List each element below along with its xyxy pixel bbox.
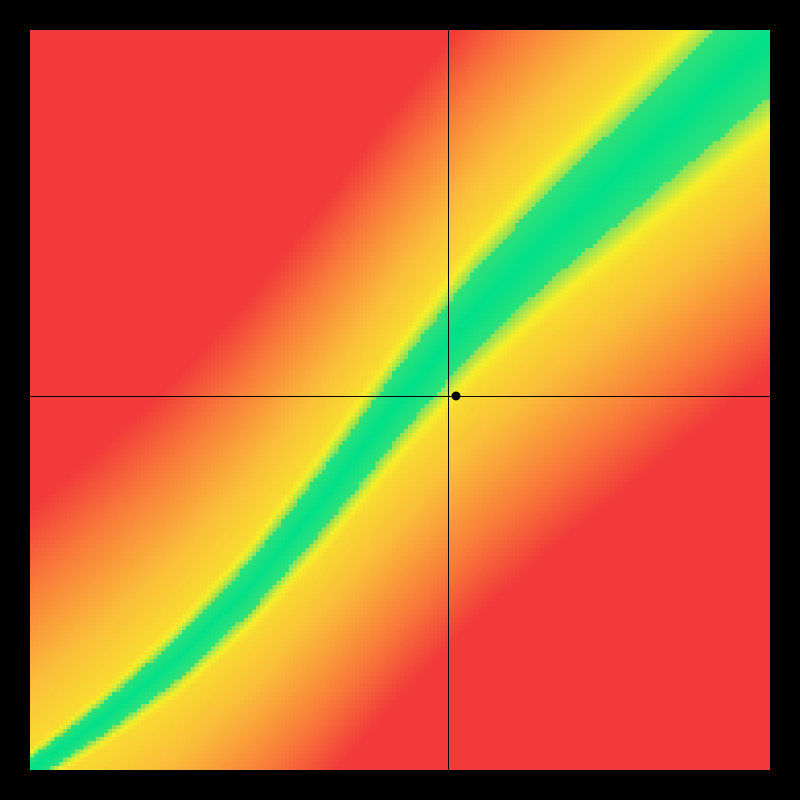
marker-dot xyxy=(451,392,460,401)
heatmap-canvas xyxy=(30,30,770,770)
crosshair-vertical xyxy=(448,30,449,770)
chart-container: { "watermark": { "text": "TheBottleneck.… xyxy=(0,0,800,800)
crosshair-horizontal xyxy=(30,396,770,397)
